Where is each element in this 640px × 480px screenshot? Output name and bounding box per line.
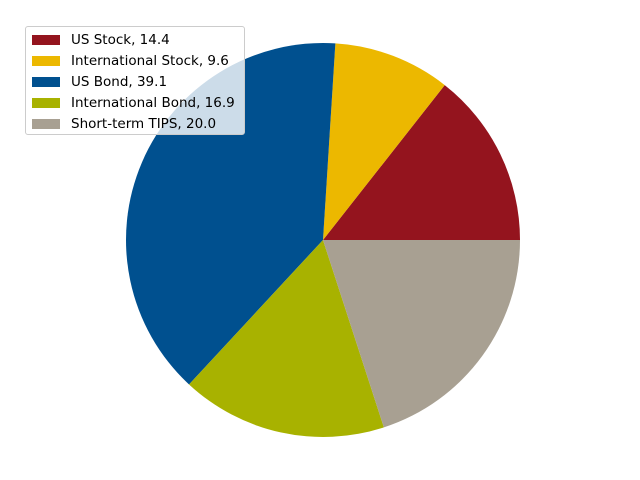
chart-legend: US Stock, 14.4 International Stock, 9.6 … — [25, 26, 245, 135]
pie-slice-international-bond — [189, 240, 384, 438]
legend-swatch-international-stock — [32, 55, 60, 66]
legend-item-us-stock: US Stock, 14.4 — [32, 29, 238, 50]
legend-item-short-term-tips: Short-term TIPS, 20.0 — [32, 113, 238, 134]
legend-item-international-bond: International Bond, 16.9 — [32, 92, 238, 113]
legend-swatch-us-bond — [32, 76, 60, 87]
legend-label-international-stock: International Stock, 9.6 — [71, 52, 229, 69]
legend-label-international-bond: International Bond, 16.9 — [71, 94, 235, 111]
legend-swatch-international-bond — [32, 97, 60, 108]
legend-label-us-bond: US Bond, 39.1 — [71, 73, 168, 90]
legend-item-international-stock: International Stock, 9.6 — [32, 50, 238, 71]
legend-label-short-term-tips: Short-term TIPS, 20.0 — [71, 115, 217, 132]
legend-swatch-us-stock — [32, 34, 60, 45]
legend-swatch-short-term-tips — [32, 118, 60, 129]
pie-slice-international-stock — [323, 43, 445, 240]
pie-slice-short-term-tips — [323, 240, 520, 428]
pie-slice-us-stock — [323, 85, 520, 240]
legend-label-us-stock: US Stock, 14.4 — [71, 31, 170, 48]
legend-item-us-bond: US Bond, 39.1 — [32, 71, 238, 92]
